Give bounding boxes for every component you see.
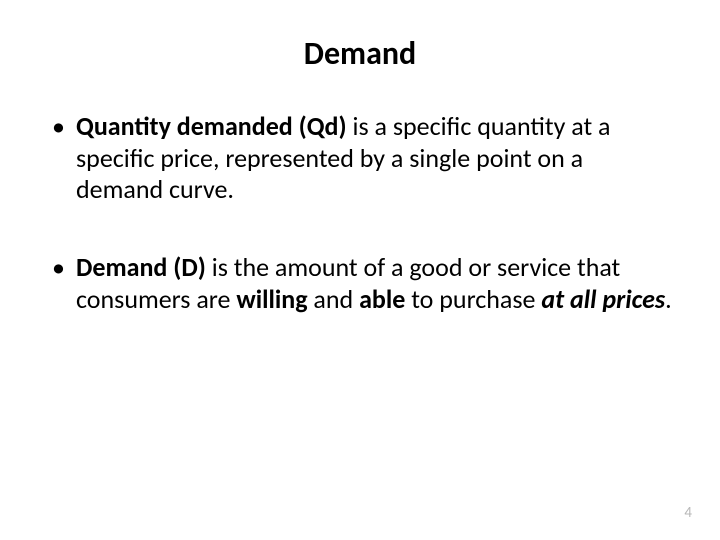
bullet-item-2: Demand (D) is the amount of a good or se… xyxy=(48,252,672,315)
bullet-2-able: able xyxy=(359,283,405,315)
bullet-2-tail: . xyxy=(665,283,672,315)
slide: Demand Quantity demanded (Qd) is a speci… xyxy=(0,0,720,540)
bullet-2-mid2: and xyxy=(308,283,360,315)
slide-title: Demand xyxy=(48,34,672,73)
bullet-1-lead-bold: Quantity demanded (Qd) xyxy=(76,110,347,142)
bullet-item-1: Quantity demanded (Qd) is a specific qua… xyxy=(48,111,672,206)
bullet-2-mid3: to purchase xyxy=(405,283,541,315)
page-number: 4 xyxy=(684,504,692,522)
bullet-2-lead-bold: Demand (D) xyxy=(76,251,206,283)
bullet-2-at-all-prices: at all prices xyxy=(541,283,665,315)
bullet-list: Quantity demanded (Qd) is a specific qua… xyxy=(48,111,672,316)
bullet-2-willing: willing xyxy=(236,283,307,315)
